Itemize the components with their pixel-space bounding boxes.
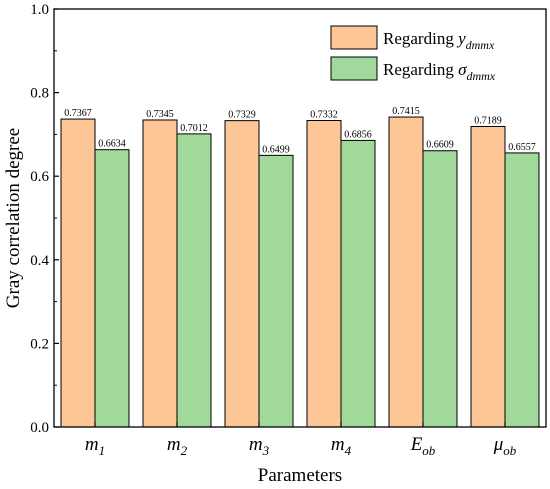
legend-label-prefix: Regarding — [383, 29, 458, 48]
data-label: 0.7329 — [228, 110, 256, 121]
x-tick-label-sub: 1 — [99, 443, 106, 458]
bar-series-2-1 — [94, 149, 130, 428]
data-labels-layer: 0.7367 0.6634 0.7345 0.7012 0.7329 0.6499 0.73… — [64, 106, 536, 155]
x-axis-title: Parameters — [258, 465, 342, 486]
data-label: 0.6499 — [262, 144, 290, 155]
x-tick-label-sub: ob — [503, 443, 517, 458]
bar-series-2-2 — [176, 133, 212, 428]
data-label: 0.6634 — [98, 139, 126, 150]
bars-layer — [60, 116, 540, 428]
y-tick-label: 0.4 — [30, 253, 49, 269]
bar-series-2-4 — [340, 139, 376, 428]
bar-series-2-5 — [422, 150, 458, 428]
legend-label-1: Regarding ydmmx — [383, 29, 495, 52]
x-categories-layer: m1 m2 m3 m4 Eob μob — [85, 422, 517, 458]
x-tick-label-sub: 3 — [262, 443, 270, 458]
bar-series-1-6 — [470, 125, 506, 428]
y-tick-label: 0.0 — [30, 420, 49, 436]
bar-series-1-3 — [224, 120, 260, 428]
legend-label-symbol: y — [456, 29, 466, 48]
x-tick-label: m2 — [167, 434, 188, 458]
x-tick-label: m4 — [331, 434, 352, 458]
y-tick-label: 0.6 — [30, 169, 49, 185]
data-label: 0.7332 — [310, 110, 338, 121]
bar-series-1-4 — [306, 120, 342, 428]
legend-label-2: Regarding σdmmx — [383, 60, 496, 83]
x-tick-label-sub: 4 — [345, 443, 352, 458]
x-tick-label: Eob — [410, 434, 436, 458]
legend-label-prefix: Regarding — [383, 60, 458, 79]
bar-series-1-1 — [60, 118, 96, 428]
bar-series-2-3 — [258, 154, 294, 428]
x-tick-label-base: μ — [493, 434, 504, 455]
y-ticks-layer: 0.0 0.2 0.4 0.6 0.8 1.0 — [30, 2, 59, 436]
x-tick-label-base: m — [167, 434, 181, 455]
legend-swatch-2 — [330, 56, 378, 81]
x-tick-label-base: E — [410, 434, 423, 455]
data-label: 0.6557 — [508, 142, 536, 153]
data-label: 0.7367 — [64, 108, 92, 119]
x-tick-label: m1 — [85, 434, 105, 458]
data-label: 0.6609 — [426, 140, 454, 151]
x-tick-label: μob — [493, 434, 517, 458]
data-label: 0.7415 — [392, 106, 420, 117]
x-tick-label-base: m — [331, 434, 345, 455]
data-label: 0.7189 — [474, 115, 502, 126]
legend-label-sub: dmmx — [466, 69, 495, 83]
bar-series-2-6 — [504, 152, 540, 428]
x-tick-label-sub: 2 — [181, 443, 188, 458]
legend-label-symbol: σ — [458, 60, 467, 79]
y-tick-label: 0.8 — [30, 86, 49, 102]
data-label: 0.7345 — [146, 109, 174, 120]
legend-swatch-1 — [330, 25, 378, 50]
x-tick-label-base: m — [85, 434, 99, 455]
x-tick-label: m3 — [249, 434, 270, 458]
y-tick-label: 1.0 — [30, 2, 49, 18]
bar-series-1-2 — [142, 119, 178, 428]
bar-series-1-5 — [388, 116, 424, 428]
y-tick-label: 0.2 — [30, 336, 49, 352]
x-tick-label-base: m — [249, 434, 263, 455]
data-label: 0.7012 — [180, 123, 208, 134]
x-tick-label-sub: ob — [422, 443, 436, 458]
data-label: 0.6856 — [344, 129, 372, 140]
y-axis-title: Gray correlation degree — [3, 128, 24, 308]
legend-label-sub: dmmx — [466, 38, 495, 52]
